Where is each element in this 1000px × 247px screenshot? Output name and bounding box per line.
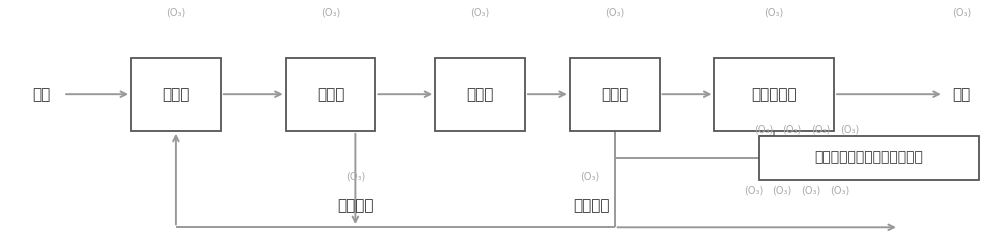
FancyBboxPatch shape <box>714 58 834 131</box>
Text: (O₃): (O₃) <box>166 7 186 17</box>
FancyBboxPatch shape <box>131 58 221 131</box>
Text: 出水储存池: 出水储存池 <box>751 87 797 102</box>
Text: (O₃): (O₃) <box>605 7 624 17</box>
Text: (O₃): (O₃) <box>840 124 860 135</box>
Text: 缺氧池: 缺氧池 <box>317 87 344 102</box>
FancyBboxPatch shape <box>435 58 525 131</box>
Text: 回流污泥: 回流污泥 <box>337 198 374 213</box>
Text: (O₃): (O₃) <box>783 124 802 135</box>
Text: 磁性纳米臭氧气泡水制备系统: 磁性纳米臭氧气泡水制备系统 <box>815 151 923 165</box>
Text: (O₃): (O₃) <box>773 186 792 196</box>
Text: (O₃): (O₃) <box>765 7 784 17</box>
Text: 厌氧池: 厌氧池 <box>162 87 190 102</box>
Text: (O₃): (O₃) <box>346 171 365 181</box>
Text: (O₃): (O₃) <box>952 7 971 17</box>
FancyBboxPatch shape <box>759 136 979 180</box>
Text: (O₃): (O₃) <box>811 124 831 135</box>
Text: (O₃): (O₃) <box>470 7 490 17</box>
Text: 出水: 出水 <box>953 87 971 102</box>
FancyBboxPatch shape <box>286 58 375 131</box>
FancyBboxPatch shape <box>570 58 660 131</box>
Text: 进水: 进水 <box>32 87 50 102</box>
Text: (O₃): (O₃) <box>754 124 773 135</box>
Text: 剩余污泥: 剩余污泥 <box>573 198 610 213</box>
Text: (O₃): (O₃) <box>580 171 599 181</box>
Text: 好氧池: 好氧池 <box>466 87 494 102</box>
Text: (O₃): (O₃) <box>830 186 850 196</box>
Text: (O₃): (O₃) <box>802 186 821 196</box>
Text: 沉淀池: 沉淀池 <box>601 87 628 102</box>
Text: (O₃): (O₃) <box>744 186 763 196</box>
Text: (O₃): (O₃) <box>321 7 340 17</box>
